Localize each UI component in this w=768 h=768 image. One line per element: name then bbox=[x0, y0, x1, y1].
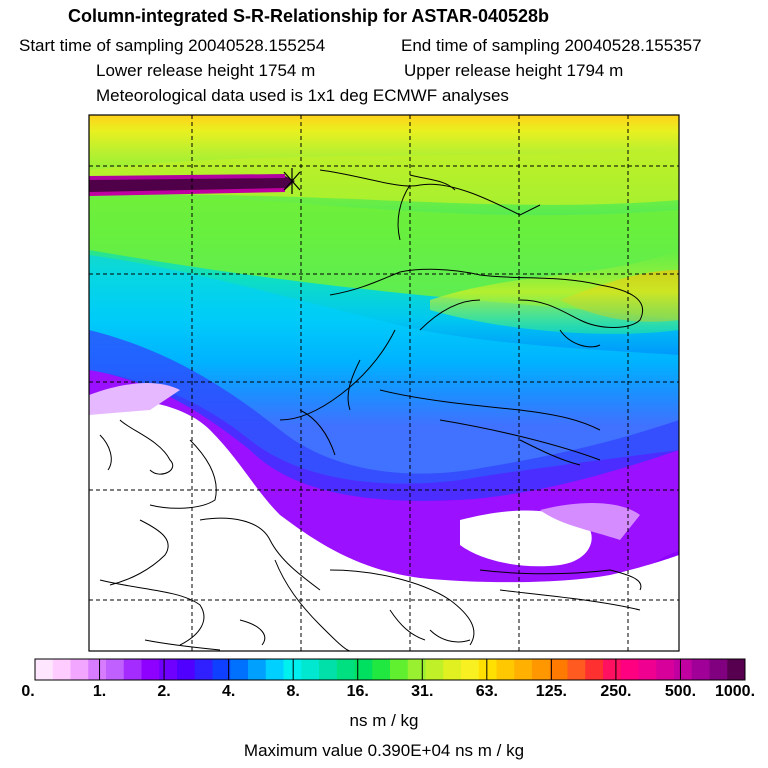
met-data-label: Meteorological data used is 1x1 deg ECMW… bbox=[96, 86, 509, 105]
colorbar-swatch bbox=[532, 659, 551, 680]
colorbar-swatch bbox=[212, 659, 231, 680]
colorbar-tick-label: 0. bbox=[21, 683, 35, 700]
colorbar-swatch bbox=[265, 659, 284, 680]
colorbar-swatch bbox=[549, 659, 568, 680]
colorbar-swatch bbox=[638, 659, 657, 680]
colorbar-swatch bbox=[301, 659, 320, 680]
colorbar-swatch bbox=[443, 659, 462, 680]
colorbar-swatch bbox=[141, 659, 160, 680]
colorbar-swatch bbox=[248, 659, 267, 680]
colorbar-swatch bbox=[514, 659, 533, 680]
lat-lon-grid bbox=[89, 115, 679, 651]
colorbar-tick-label: 8. bbox=[286, 683, 300, 700]
colorbar-tick-label: 1. bbox=[92, 683, 107, 700]
max-value-label: Maximum value 0.390E+04 ns m / kg bbox=[243, 741, 525, 760]
colorbar-swatch bbox=[656, 659, 675, 680]
chart-title: Column-integrated S-R-Relationship for A… bbox=[68, 6, 550, 26]
colorbar-swatch bbox=[461, 659, 480, 680]
colorbar-swatch bbox=[177, 659, 196, 680]
colorbar-tick-label: 4. bbox=[221, 683, 236, 700]
field-layer bbox=[89, 115, 679, 651]
colorbar-swatch bbox=[407, 659, 426, 680]
end-time-label: End time of sampling 20040528.155357 bbox=[401, 36, 702, 55]
colorbar-swatch bbox=[620, 659, 639, 680]
colorbar-swatch bbox=[478, 659, 497, 680]
colorbar-swatch bbox=[35, 659, 54, 680]
colorbar-swatch bbox=[567, 659, 586, 680]
colorbar-swatch bbox=[230, 659, 249, 680]
colorbar-tick-label: 16. bbox=[346, 683, 369, 700]
colorbar-swatch bbox=[52, 659, 71, 680]
receptor-marker bbox=[283, 168, 301, 194]
colorbar bbox=[34, 658, 746, 681]
colorbar-swatch bbox=[123, 659, 142, 680]
colorbar-swatch bbox=[585, 659, 604, 680]
colorbar-swatch bbox=[336, 659, 355, 680]
colorbar-swatch bbox=[709, 659, 728, 680]
colorbar-swatch bbox=[283, 659, 302, 680]
colorbar-swatch bbox=[691, 659, 710, 680]
colorbar-swatch bbox=[674, 659, 693, 680]
colorbar-swatch bbox=[496, 659, 515, 680]
colorbar-swatch bbox=[603, 659, 622, 680]
colorbar-unit: ns m / kg bbox=[349, 711, 419, 730]
colorbar-tick-label: 2. bbox=[157, 683, 171, 700]
colorbar-swatch bbox=[88, 659, 107, 680]
start-time-label: Start time of sampling 20040528.155254 bbox=[19, 36, 326, 55]
colorbar-frame bbox=[34, 658, 746, 681]
colorbar-swatch bbox=[106, 659, 125, 680]
colorbar-tick-label: 63. bbox=[475, 683, 498, 700]
colorbar-swatch bbox=[319, 659, 338, 680]
colorbar-tick-label: 1000. bbox=[714, 683, 756, 700]
colorbar-swatch bbox=[727, 659, 746, 680]
colorbar-swatch bbox=[70, 659, 89, 680]
colorbar-tick-label: 31. bbox=[411, 683, 434, 700]
coastlines bbox=[99, 169, 643, 651]
map-frame bbox=[88, 114, 680, 652]
lower-height-label: Lower release height 1754 m bbox=[96, 61, 316, 80]
colorbar-swatch bbox=[390, 659, 409, 680]
colorbar-swatch bbox=[159, 659, 178, 680]
colorbar-tick-label: 500. bbox=[664, 683, 697, 700]
colorbar-swatch bbox=[372, 659, 391, 680]
colorbar-swatch bbox=[425, 659, 444, 680]
colorbar-swatch bbox=[354, 659, 373, 680]
colorbar-tick-label: 250. bbox=[600, 683, 632, 700]
colorbar-swatch bbox=[194, 659, 213, 680]
upper-height-label: Upper release height 1794 m bbox=[404, 61, 624, 80]
colorbar-tick-label: 125. bbox=[535, 683, 567, 700]
